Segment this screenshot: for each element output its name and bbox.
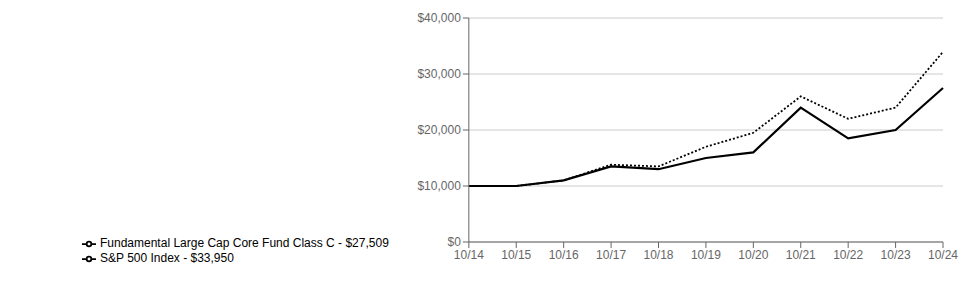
svg-text:10/21: 10/21 [786,248,816,262]
svg-text:10/23: 10/23 [881,248,911,262]
svg-text:10/18: 10/18 [643,248,673,262]
html-text:S&P 500 Index - $33,950: S&P 500 Index - $33,950 [100,251,234,266]
svg-text:$30,000: $30,000 [417,67,461,81]
svg-text:$0: $0 [447,235,461,249]
svg-text:$40,000: $40,000 [417,11,461,25]
svg-text:$20,000: $20,000 [417,123,461,137]
svg-text:10/16: 10/16 [549,248,579,262]
html-text:Fundamental Large Cap Core Fun: Fundamental Large Cap Core Fund Class C … [100,236,389,251]
svg-text:10/24: 10/24 [928,248,958,262]
svg-text:$10,000: $10,000 [417,179,461,193]
svg-text:10/22: 10/22 [833,248,863,262]
svg-text:10/20: 10/20 [738,248,768,262]
svg-text:10/17: 10/17 [596,248,626,262]
svg-text:10/15: 10/15 [501,248,531,262]
svg-text:10/14: 10/14 [454,248,484,262]
svg-text:10/19: 10/19 [691,248,721,262]
